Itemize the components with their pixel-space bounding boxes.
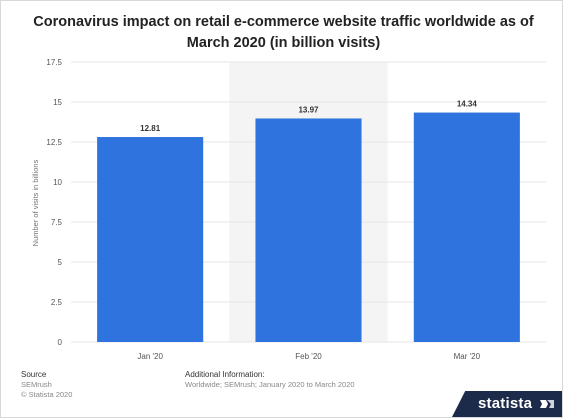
bar[interactable] bbox=[413, 112, 520, 342]
y-tick-label: 17.5 bbox=[46, 58, 62, 67]
statista-logo-icon bbox=[540, 400, 554, 408]
bar-value-label: 14.34 bbox=[457, 100, 478, 109]
chart-title: Coronavirus impact on retail e-commerce … bbox=[33, 14, 534, 51]
y-tick-label: 15 bbox=[53, 98, 62, 107]
y-tick-label: 12.5 bbox=[46, 138, 62, 147]
y-tick-label: 5 bbox=[58, 258, 63, 267]
y-tick-label: 2.5 bbox=[51, 298, 63, 307]
x-tick-label: Feb '20 bbox=[295, 352, 322, 361]
additional-info-block: Additional Information: Worldwide; SEMru… bbox=[185, 370, 355, 390]
y-tick-layer: 0 2.5 5 7.5 10 12.5 15 17.5 bbox=[46, 58, 62, 347]
bar[interactable] bbox=[255, 118, 362, 342]
x-tick-label: Jan '20 bbox=[137, 352, 163, 361]
statista-brand-badge[interactable]: statista bbox=[452, 391, 562, 417]
x-tick-layer: Jan '20 Feb '20 Mar '20 bbox=[137, 352, 480, 361]
y-axis-label: Number of visits in billions bbox=[31, 159, 40, 246]
y-tick-label: 0 bbox=[58, 338, 63, 347]
bar[interactable] bbox=[97, 137, 204, 342]
y-tick-label: 10 bbox=[53, 178, 62, 187]
brand-name: statista bbox=[478, 395, 533, 412]
source-heading: Source bbox=[21, 370, 47, 379]
copyright-text: © Statista 2020 bbox=[21, 390, 73, 399]
bar-value-label: 13.97 bbox=[298, 105, 319, 114]
source-block: Source SEMrush © Statista 2020 bbox=[21, 370, 72, 400]
x-tick-label: Mar '20 bbox=[454, 352, 481, 361]
source-name[interactable]: SEMrush bbox=[21, 380, 52, 389]
additional-info-text: Worldwide; SEMrush; January 2020 to Marc… bbox=[185, 380, 355, 389]
bar-value-label: 12.81 bbox=[140, 124, 161, 133]
additional-info-heading: Additional Information: bbox=[185, 370, 265, 379]
value-label-layer: 12.81 13.97 14.34 bbox=[140, 100, 477, 133]
y-tick-label: 7.5 bbox=[51, 218, 63, 227]
bar-layer bbox=[97, 112, 520, 342]
